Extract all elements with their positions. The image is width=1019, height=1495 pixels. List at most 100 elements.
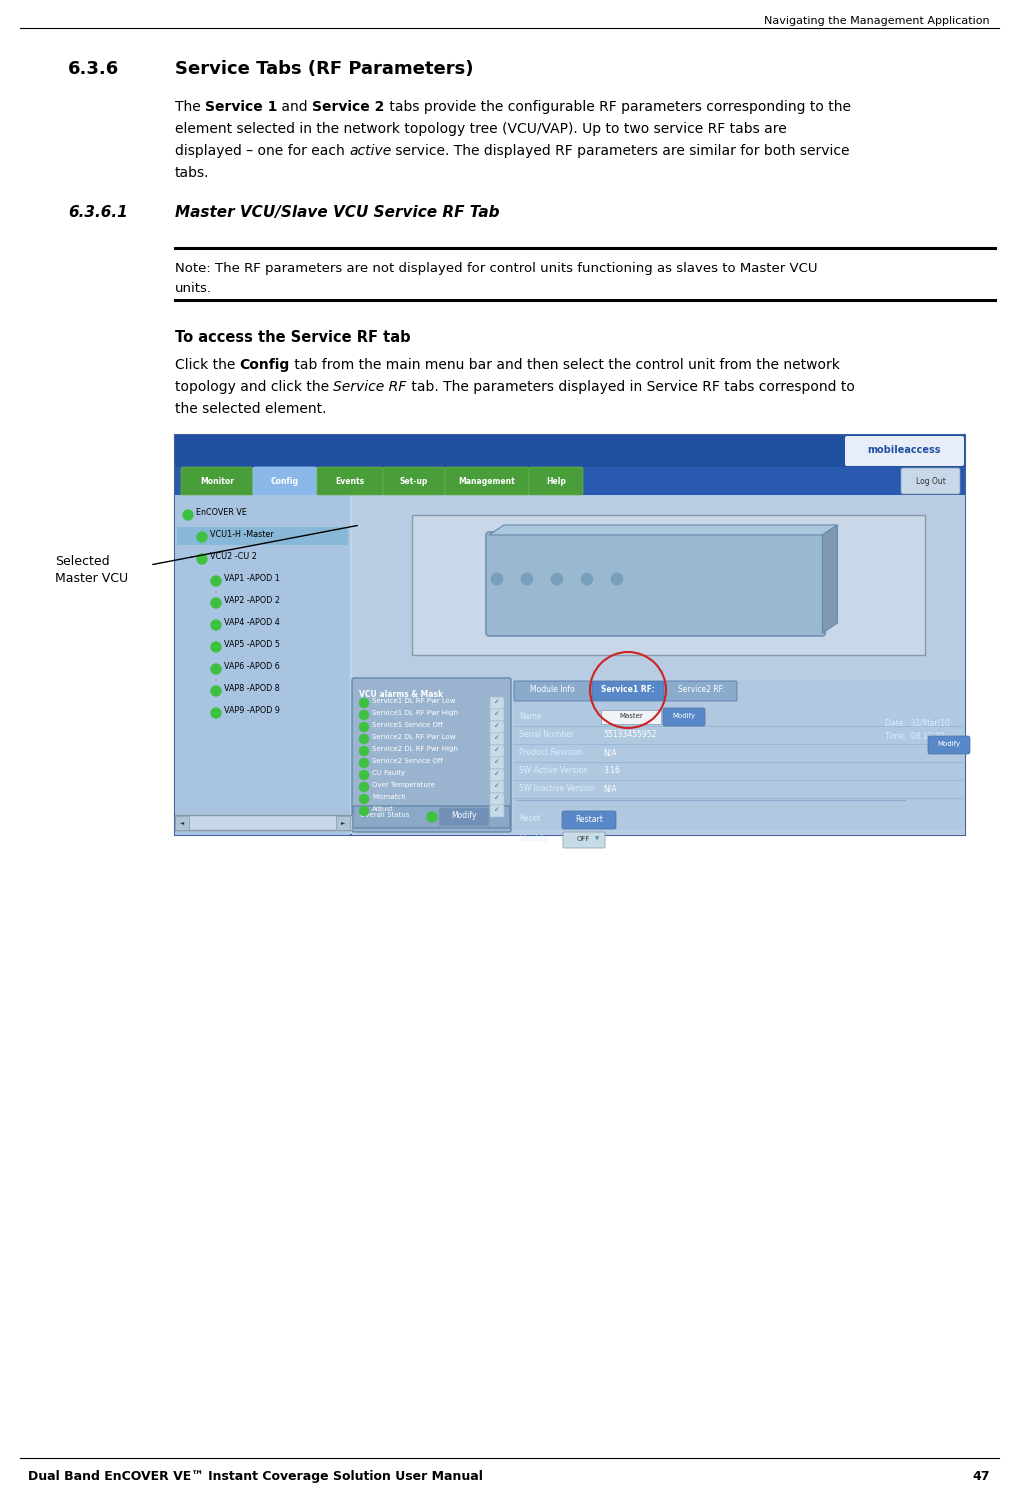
Text: Modify: Modify [451,812,477,821]
FancyBboxPatch shape [490,804,504,816]
FancyBboxPatch shape [490,792,504,804]
Text: Service2 Service Off: Service2 Service Off [372,758,442,764]
Text: VAP4 -APOD 4: VAP4 -APOD 4 [224,617,280,626]
Text: Management: Management [459,477,516,486]
Text: Service2 DL RF Pwr High: Service2 DL RF Pwr High [372,746,458,752]
Circle shape [360,758,369,767]
Bar [336,816,350,830]
Text: displayed – one for each: displayed – one for each [175,144,350,158]
Text: Service1 Service Off: Service1 Service Off [372,722,443,728]
Text: Service1 DL RF Pwr High: Service1 DL RF Pwr High [372,710,458,716]
Text: OFF: OFF [577,836,590,842]
Text: ◄: ◄ [180,821,184,825]
Text: active: active [350,144,391,158]
Circle shape [211,576,221,586]
Circle shape [360,746,369,755]
Text: ✓: ✓ [494,771,500,777]
Circle shape [427,812,437,822]
Text: VCU2 -CU 2: VCU2 -CU 2 [210,552,257,561]
Circle shape [211,709,221,718]
Text: ✓: ✓ [494,724,500,730]
Text: Adjust: Adjust [372,806,394,812]
Text: Modify: Modify [673,713,696,719]
Text: Service1 DL RF Pwr Low: Service1 DL RF Pwr Low [372,698,455,704]
FancyBboxPatch shape [383,466,445,495]
FancyBboxPatch shape [490,709,504,721]
Text: Date:  31/Mar/10: Date: 31/Mar/10 [884,718,950,727]
Text: ✓: ✓ [494,795,500,801]
FancyBboxPatch shape [181,466,253,495]
Text: ✓: ✓ [494,748,500,753]
Text: Modify: Modify [937,742,961,748]
Bar [175,466,965,495]
Text: VAP6 -APOD 6: VAP6 -APOD 6 [224,662,280,671]
FancyBboxPatch shape [317,466,383,495]
Text: 47: 47 [972,1470,990,1483]
FancyBboxPatch shape [562,810,616,830]
FancyBboxPatch shape [253,466,317,495]
Text: Master: Master [620,713,643,719]
Polygon shape [489,525,838,535]
Circle shape [211,598,221,608]
Text: CU Faulty: CU Faulty [372,770,406,776]
Circle shape [521,573,533,585]
Text: Monitor: Monitor [200,477,234,486]
Text: EnCOVER VE: EnCOVER VE [196,508,247,517]
Circle shape [360,782,369,791]
Text: −: − [189,553,196,562]
Text: tab from the main menu bar and then select the control unit from the network: tab from the main menu bar and then sele… [290,357,840,372]
Text: Click the: Click the [175,357,239,372]
Circle shape [360,698,369,707]
Bar [513,680,965,830]
Text: Product Revision: Product Revision [519,748,583,756]
Text: tab. The parameters displayed in Service RF tabs correspond to: tab. The parameters displayed in Service… [407,380,855,395]
Circle shape [211,641,221,652]
FancyBboxPatch shape [928,736,970,753]
Text: VAP2 -APOD 2: VAP2 -APOD 2 [224,597,280,605]
Circle shape [611,573,623,585]
Text: Master: Master [603,712,630,721]
Circle shape [360,770,369,779]
FancyBboxPatch shape [592,682,664,701]
Text: Set-up: Set-up [399,477,428,486]
Text: Restart: Restart [575,815,603,824]
Circle shape [211,620,221,629]
Text: service. The displayed RF parameters are similar for both service: service. The displayed RF parameters are… [391,144,850,158]
Text: topology and click the: topology and click the [175,380,333,395]
Text: tabs.: tabs. [175,166,210,179]
FancyBboxPatch shape [490,745,504,756]
Bar [177,528,348,546]
Text: Service 2: Service 2 [313,100,385,114]
Circle shape [360,806,369,815]
Circle shape [197,555,207,564]
Text: ✓: ✓ [494,700,500,706]
Text: ▼: ▼ [595,837,599,842]
Text: ✓: ✓ [494,712,500,718]
Text: Config: Config [271,477,299,486]
Text: The: The [175,100,205,114]
Text: Master VCU/Slave VCU Service RF Tab: Master VCU/Slave VCU Service RF Tab [175,205,499,220]
FancyBboxPatch shape [845,437,964,466]
Bar [352,495,965,836]
Bar [601,710,661,724]
Text: Service1 RF:: Service1 RF: [601,686,655,695]
Text: the selected element.: the selected element. [175,402,326,416]
Bar [175,816,189,830]
Text: Service 1: Service 1 [205,100,277,114]
Bar [175,815,352,830]
Text: 55133455952: 55133455952 [603,730,656,739]
Text: 6.3.6: 6.3.6 [68,60,119,78]
Text: Note: The RF parameters are not displayed for control units functioning as slave: Note: The RF parameters are not displaye… [175,262,817,275]
Text: Over Temperature: Over Temperature [372,782,435,788]
Text: Reset: Reset [519,813,540,824]
Text: N/A: N/A [603,783,616,792]
Circle shape [581,573,593,585]
Bar [513,703,965,830]
Text: mobileaccess: mobileaccess [867,446,941,454]
Text: Selected: Selected [55,555,110,568]
Circle shape [183,510,193,520]
FancyBboxPatch shape [490,721,504,733]
Text: Log Out: Log Out [916,477,946,486]
Text: ✓: ✓ [494,736,500,742]
FancyBboxPatch shape [352,679,511,833]
